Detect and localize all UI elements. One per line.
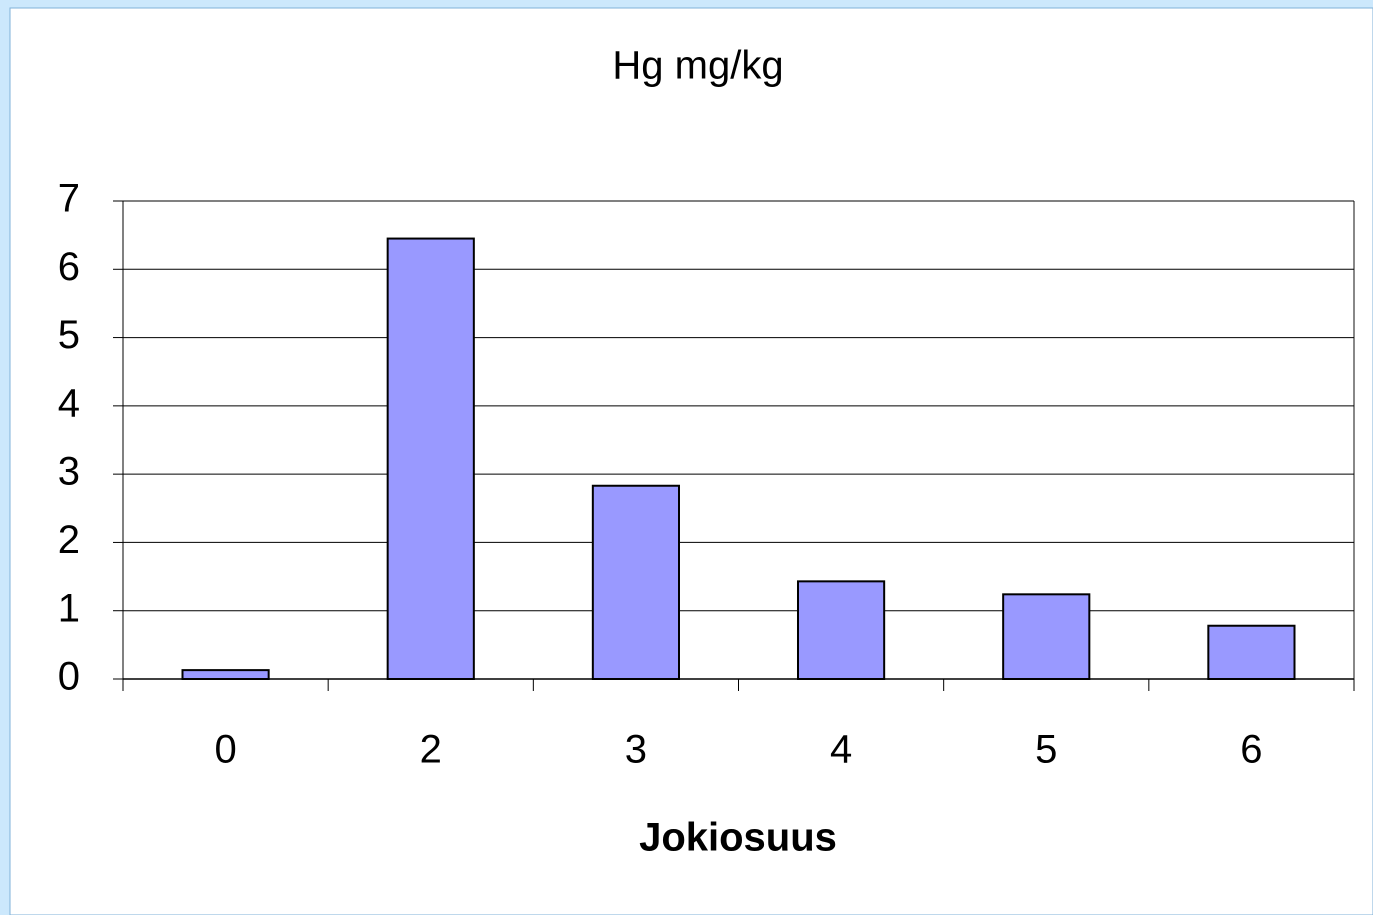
y-tick-label: 6: [58, 245, 80, 289]
y-tick-label: 2: [58, 518, 80, 562]
y-tick-label: 3: [58, 450, 80, 494]
x-tick-label: 4: [830, 728, 852, 772]
bar: [181, 669, 270, 681]
bar: [796, 580, 886, 681]
x-tick-label: 5: [1035, 728, 1057, 772]
x-axis-label: Jokiosuus: [639, 816, 837, 860]
y-tick-label: 4: [58, 381, 80, 425]
bar: [591, 484, 681, 680]
bar: [386, 237, 475, 681]
y-tick-label: 7: [58, 177, 80, 221]
x-tick-label: 6: [1240, 728, 1262, 772]
x-tick-label: 3: [625, 728, 647, 772]
y-tick-label: 0: [58, 655, 80, 699]
bar: [1207, 624, 1296, 680]
x-tick-label: 2: [420, 728, 442, 772]
chart-panel: [9, 7, 1373, 915]
bar: [1002, 593, 1091, 681]
x-tick-label: 0: [214, 728, 236, 772]
y-tick-label: 1: [58, 586, 80, 630]
y-tick-label: 5: [58, 313, 80, 357]
chart-title: Hg mg/kg: [612, 44, 783, 88]
